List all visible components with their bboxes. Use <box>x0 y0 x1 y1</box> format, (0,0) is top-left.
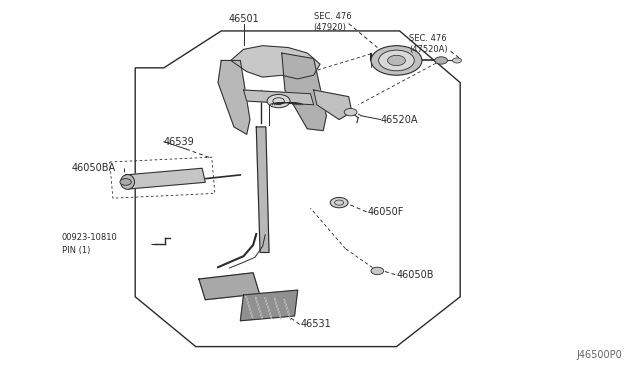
Circle shape <box>267 94 290 108</box>
Circle shape <box>330 198 348 208</box>
Polygon shape <box>314 90 352 119</box>
Polygon shape <box>256 127 269 253</box>
Text: 46050B: 46050B <box>396 270 434 280</box>
Text: 46520A: 46520A <box>381 115 418 125</box>
Polygon shape <box>282 53 326 131</box>
Circle shape <box>379 50 414 71</box>
Polygon shape <box>231 46 320 79</box>
Text: (47520A): (47520A) <box>409 45 448 54</box>
Text: J46500P0: J46500P0 <box>577 350 623 359</box>
Text: 46501: 46501 <box>228 13 259 23</box>
Circle shape <box>452 58 461 63</box>
Circle shape <box>435 57 447 64</box>
Circle shape <box>371 267 384 275</box>
Text: PIN (1): PIN (1) <box>62 246 90 255</box>
Polygon shape <box>244 90 314 105</box>
Text: SEC. 476: SEC. 476 <box>314 12 351 21</box>
Text: 46539: 46539 <box>164 137 195 147</box>
Text: 00923-10810: 00923-10810 <box>62 233 118 242</box>
Ellipse shape <box>120 174 134 189</box>
Circle shape <box>120 179 131 185</box>
Text: (47920): (47920) <box>314 23 346 32</box>
Text: 46050BA: 46050BA <box>72 163 116 173</box>
Circle shape <box>344 109 357 116</box>
Circle shape <box>371 46 422 75</box>
Circle shape <box>388 55 405 65</box>
Text: 46050F: 46050F <box>368 207 404 217</box>
Polygon shape <box>218 61 250 134</box>
Text: SEC. 476: SEC. 476 <box>409 34 447 43</box>
Polygon shape <box>125 168 205 189</box>
Polygon shape <box>241 290 298 321</box>
Polygon shape <box>199 273 259 300</box>
Text: 46531: 46531 <box>301 320 332 330</box>
